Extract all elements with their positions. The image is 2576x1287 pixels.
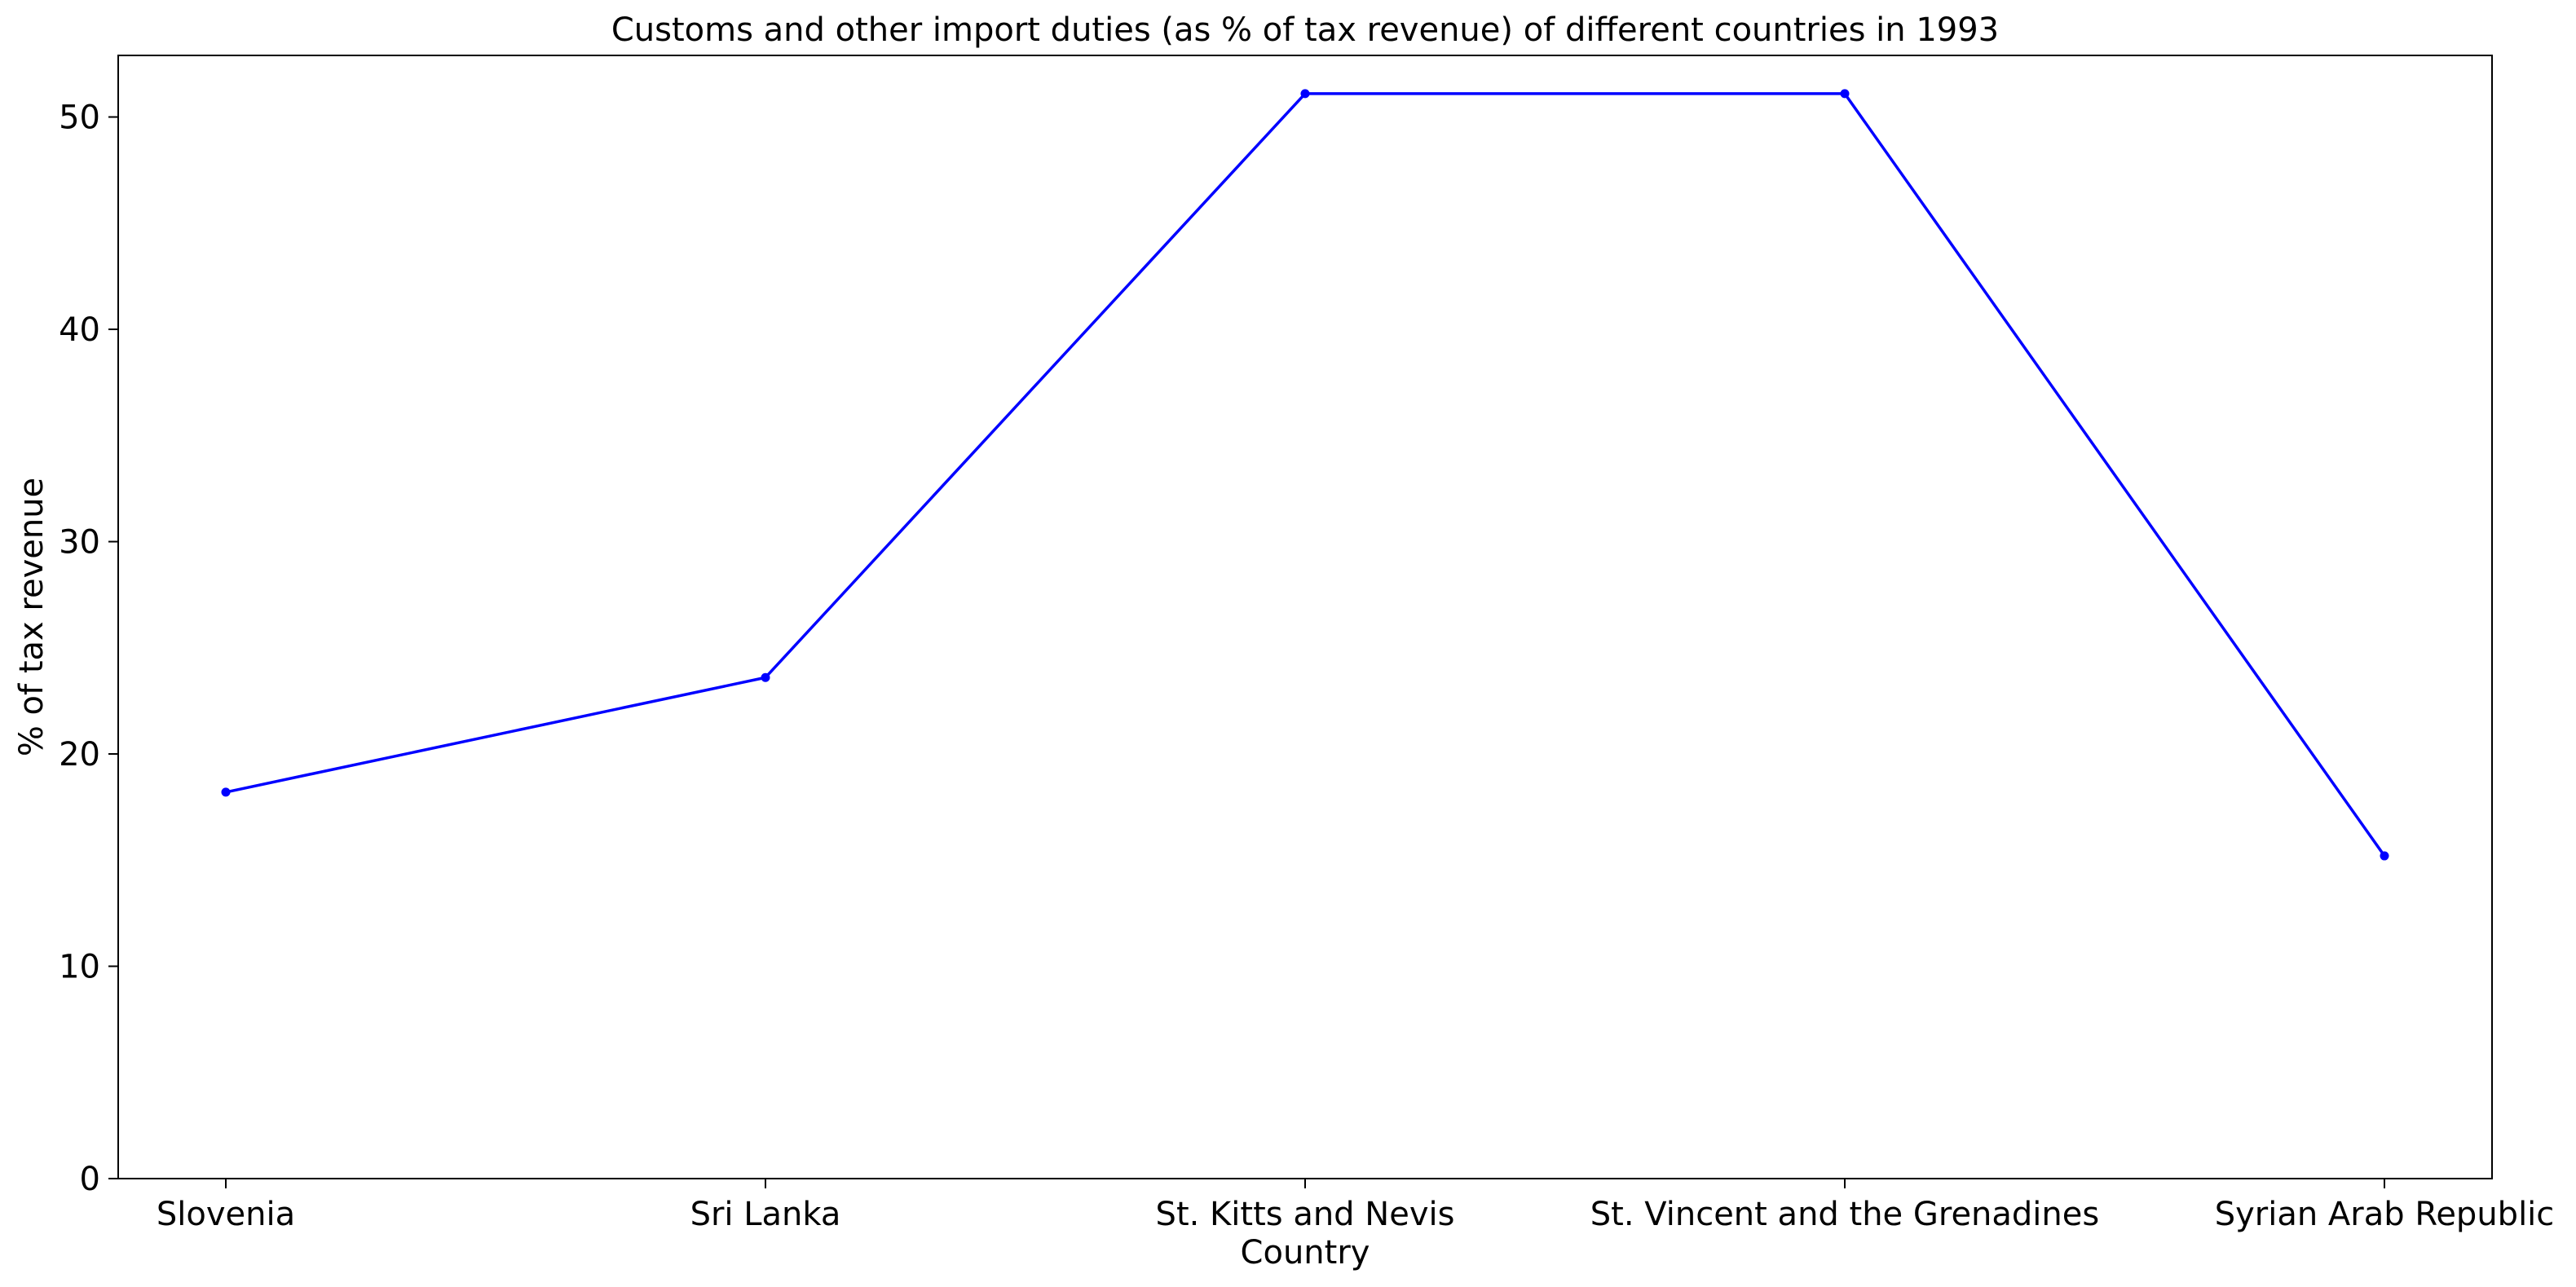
series-line (225, 92, 2386, 857)
data-point (221, 787, 231, 797)
plot-frame (117, 55, 2493, 1179)
data-point (2380, 851, 2389, 861)
x-axis-label: Country (1241, 1234, 1370, 1272)
x-tick-label: Slovenia (157, 1196, 295, 1233)
data-point (1840, 89, 1850, 99)
y-tick-label: 30 (59, 524, 100, 562)
y-axis-label: % of tax revenue (13, 478, 51, 756)
chart-title: Customs and other import duties (as % of… (611, 11, 1999, 49)
data-point (1300, 89, 1310, 99)
y-tick-label: 20 (59, 736, 100, 774)
x-axis: Slovenia Sri Lanka St. Kitts and Nevis St. … (157, 1179, 2554, 1233)
y-tick-label: 40 (59, 311, 100, 349)
x-tick-label: Sri Lanka (690, 1196, 841, 1233)
x-tick-label: St. Vincent and the Grenadines (1590, 1196, 2099, 1233)
y-tick-label: 0 (80, 1161, 100, 1198)
y-tick-label: 10 (59, 949, 100, 986)
x-tick-label: St. Kitts and Nevis (1156, 1196, 1455, 1233)
data-point (761, 672, 770, 682)
x-tick-label: Syrian Arab Republic (2215, 1196, 2555, 1233)
y-axis: 0 10 20 30 40 50 (59, 99, 118, 1198)
series-layer (221, 89, 2389, 861)
y-tick-label: 50 (59, 99, 100, 137)
